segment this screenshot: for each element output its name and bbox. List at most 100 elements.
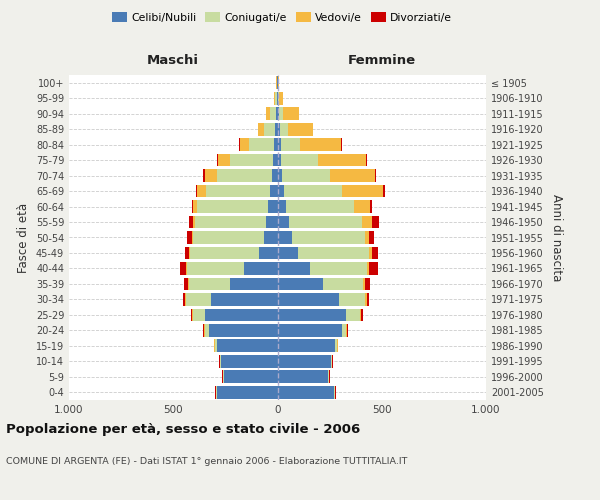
Bar — [185, 293, 186, 306]
Bar — [216, 386, 217, 398]
Bar — [277, 262, 310, 275]
Bar — [187, 231, 192, 244]
Bar — [257, 123, 264, 136]
Bar — [217, 169, 272, 182]
Bar — [189, 216, 193, 228]
Bar — [373, 246, 377, 260]
Bar — [192, 231, 193, 244]
Bar — [335, 340, 337, 352]
Bar — [277, 231, 292, 244]
Bar — [277, 108, 278, 120]
Bar — [281, 154, 318, 166]
Bar — [331, 355, 332, 368]
Bar — [353, 200, 370, 213]
Bar — [280, 123, 288, 136]
Bar — [270, 184, 277, 198]
Bar — [277, 246, 298, 260]
Bar — [268, 200, 277, 213]
Bar — [289, 216, 362, 228]
Bar — [179, 262, 186, 275]
Bar — [277, 200, 286, 213]
Bar — [206, 184, 270, 198]
Bar — [193, 231, 264, 244]
Bar — [310, 262, 367, 275]
Bar — [264, 231, 277, 244]
Bar — [266, 108, 270, 120]
Bar — [279, 92, 283, 104]
Bar — [274, 138, 277, 151]
Bar — [292, 231, 365, 244]
Bar — [189, 278, 230, 290]
Bar — [323, 278, 363, 290]
Bar — [185, 246, 189, 260]
Bar — [270, 108, 277, 120]
Bar — [367, 293, 369, 306]
Bar — [298, 246, 369, 260]
Bar — [277, 169, 282, 182]
Bar — [367, 262, 369, 275]
Bar — [288, 123, 313, 136]
Bar — [197, 200, 268, 213]
Bar — [360, 308, 361, 321]
Bar — [244, 262, 277, 275]
Bar — [204, 324, 205, 336]
Bar — [277, 278, 323, 290]
Text: Femmine: Femmine — [347, 54, 416, 68]
Bar — [224, 370, 277, 383]
Text: COMUNE DI ARGENTA (FE) - Dati ISTAT 1° gennaio 2006 - Elaborazione TUTTITALIA.IT: COMUNE DI ARGENTA (FE) - Dati ISTAT 1° g… — [6, 458, 407, 466]
Text: Maschi: Maschi — [147, 54, 199, 68]
Bar — [383, 184, 385, 198]
Bar — [361, 308, 362, 321]
Bar — [193, 308, 205, 321]
Bar — [277, 386, 334, 398]
Bar — [334, 386, 335, 398]
Bar — [215, 340, 217, 352]
Bar — [195, 216, 266, 228]
Bar — [192, 200, 193, 213]
Bar — [281, 138, 301, 151]
Bar — [221, 355, 277, 368]
Bar — [196, 184, 197, 198]
Bar — [192, 308, 193, 321]
Bar — [365, 293, 367, 306]
Bar — [277, 324, 342, 336]
Bar — [188, 278, 189, 290]
Bar — [259, 246, 277, 260]
Bar — [277, 154, 281, 166]
Bar — [239, 138, 240, 151]
Bar — [362, 216, 373, 228]
Bar — [217, 154, 218, 166]
Bar — [205, 169, 217, 182]
Bar — [330, 169, 375, 182]
Bar — [214, 340, 215, 352]
Bar — [203, 169, 205, 182]
Bar — [266, 216, 277, 228]
Bar — [369, 262, 377, 275]
Bar — [339, 293, 365, 306]
Bar — [217, 340, 277, 352]
Bar — [272, 169, 277, 182]
Bar — [205, 324, 209, 336]
Bar — [277, 92, 278, 104]
Bar — [277, 216, 289, 228]
Bar — [346, 308, 360, 321]
Bar — [284, 184, 342, 198]
Bar — [205, 308, 277, 321]
Bar — [277, 293, 339, 306]
Bar — [187, 262, 244, 275]
Bar — [346, 324, 347, 336]
Bar — [186, 262, 187, 275]
Bar — [193, 216, 195, 228]
Bar — [277, 308, 346, 321]
Bar — [240, 138, 250, 151]
Bar — [230, 278, 277, 290]
Bar — [301, 138, 341, 151]
Bar — [203, 324, 204, 336]
Bar — [218, 154, 230, 166]
Bar — [277, 138, 281, 151]
Bar — [250, 138, 274, 151]
Bar — [375, 169, 376, 182]
Bar — [274, 154, 277, 166]
Bar — [282, 169, 330, 182]
Bar — [373, 216, 379, 228]
